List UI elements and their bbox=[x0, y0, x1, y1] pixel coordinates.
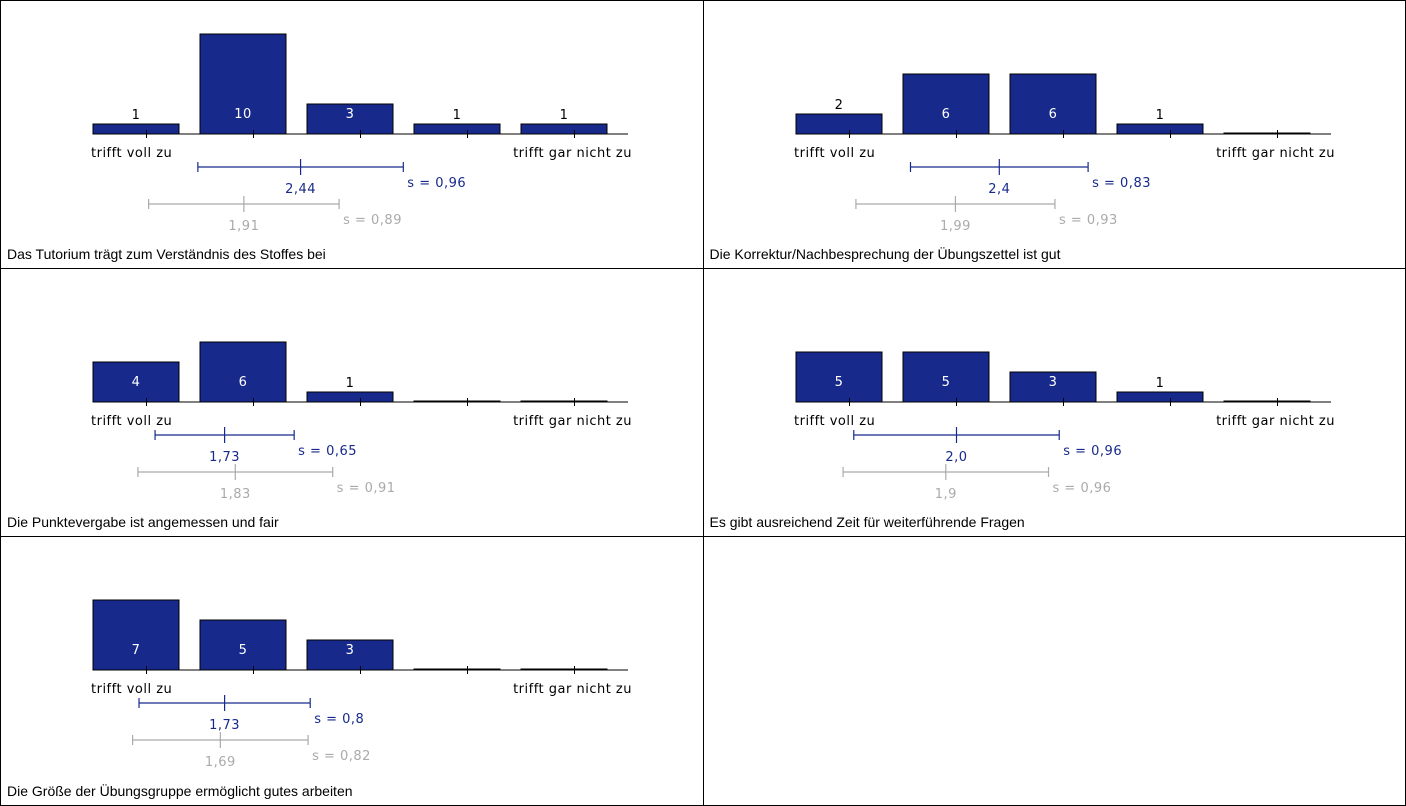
question-title: Die Größe der Übungsgruppe ermöglicht gu… bbox=[7, 783, 353, 799]
course-sd-label: s = 0,83 bbox=[1092, 176, 1151, 191]
bar bbox=[199, 619, 287, 671]
course-mean-label: 2,4 bbox=[988, 182, 1010, 197]
bar bbox=[92, 123, 180, 135]
chart-panel-body: 4 6 1 trifft voll zu trifft gar nicht zu 1,73… bbox=[1, 269, 703, 536]
chart-panel-body: 2 6 6 1 trifft voll zu trifft gar nicht zu 2,4… bbox=[704, 1, 1406, 268]
bar-value-label: 3 bbox=[346, 643, 355, 658]
bar-value-label: 3 bbox=[346, 107, 355, 122]
course-mean-label: 2,44 bbox=[285, 182, 316, 197]
empty-panel bbox=[702, 536, 1406, 806]
chart-panel-body: 7 5 3 trifft voll zu trifft gar nicht zu 1,73… bbox=[1, 537, 703, 805]
course-sd-label: s = 0,96 bbox=[1063, 444, 1122, 459]
bar-chart-2: 2 6 6 1 trifft voll zu trifft gar nicht zu 2,4… bbox=[794, 73, 1335, 234]
bar-value-label: 1 bbox=[1155, 376, 1164, 391]
bar-value-label: 4 bbox=[132, 375, 141, 390]
bar bbox=[306, 103, 394, 135]
scale-left-label: trifft voll zu bbox=[794, 414, 875, 429]
chart-panel-body: 5 5 3 1 trifft voll zu trifft gar nicht zu 2,0… bbox=[704, 269, 1406, 536]
course-sd-label: s = 0,8 bbox=[314, 712, 364, 727]
question-title: Das Tutorium trägt zum Verständnis des S… bbox=[7, 246, 326, 262]
question-title: Die Korrektur/Nachbesprechung der Übungs… bbox=[709, 246, 1061, 262]
bar bbox=[902, 351, 989, 403]
bar-value-label: 6 bbox=[239, 375, 248, 390]
bar-value-label: 1 bbox=[132, 108, 141, 123]
reference-mean-label: 1,69 bbox=[205, 755, 236, 770]
bar bbox=[92, 361, 180, 403]
reference-mean-label: 1,91 bbox=[228, 219, 259, 234]
course-mean-label: 2,0 bbox=[945, 450, 967, 465]
bar-chart-3: 4 6 1 trifft voll zu trifft gar nicht zu 1,73… bbox=[91, 341, 632, 502]
reference-sd-label: s = 0,89 bbox=[343, 213, 402, 228]
bar bbox=[306, 391, 394, 403]
bar-value-label: 6 bbox=[1048, 107, 1057, 122]
scale-right-label: trifft gar nicht zu bbox=[513, 146, 632, 161]
scale-right-label: trifft gar nicht zu bbox=[513, 682, 632, 697]
bar-value-label: 1 bbox=[1155, 108, 1164, 123]
scale-left-label: trifft voll zu bbox=[91, 146, 172, 161]
reference-sd-label: s = 0,93 bbox=[1058, 213, 1117, 228]
reference-mean-label: 1,83 bbox=[220, 487, 251, 502]
bar-value-label: 2 bbox=[834, 98, 843, 113]
bar bbox=[92, 599, 180, 671]
bar-value-label: 5 bbox=[941, 375, 950, 390]
reference-mean-label: 1,99 bbox=[939, 219, 970, 234]
question-title: Es gibt ausreichend Zeit für weiterführe… bbox=[709, 514, 1025, 530]
scale-right-label: trifft gar nicht zu bbox=[1216, 414, 1335, 429]
bar-chart-1: 1 10 3 1 1 trifft voll zu trifft gar nicht zu 2… bbox=[91, 33, 632, 234]
chart-panel-4: 5 5 3 1 trifft voll zu trifft gar nicht zu 2,0… bbox=[702, 268, 1406, 537]
scale-left-label: trifft voll zu bbox=[91, 682, 172, 697]
bar-value-label: 10 bbox=[234, 107, 252, 122]
bar-value-label: 1 bbox=[560, 108, 569, 123]
bar bbox=[902, 73, 989, 135]
bar-value-label: 5 bbox=[239, 643, 248, 658]
bar-value-label: 3 bbox=[1048, 375, 1057, 390]
course-sd-label: s = 0,96 bbox=[407, 176, 466, 191]
reference-sd-label: s = 0,82 bbox=[312, 749, 371, 764]
scale-left-label: trifft voll zu bbox=[794, 146, 875, 161]
bar-value-label: 1 bbox=[346, 376, 355, 391]
bar bbox=[1009, 73, 1096, 135]
bar-chart-4: 5 5 3 1 trifft voll zu trifft gar nicht zu 2,0… bbox=[794, 351, 1335, 502]
bar-value-label: 1 bbox=[453, 108, 462, 123]
course-sd-label: s = 0,65 bbox=[298, 444, 357, 459]
chart-panel-3: 4 6 1 trifft voll zu trifft gar nicht zu 1,73… bbox=[0, 268, 704, 537]
bar bbox=[199, 33, 287, 135]
bar bbox=[306, 639, 394, 671]
chart-panel-body: 1 10 3 1 1 trifft voll zu trifft gar nicht zu 2… bbox=[1, 1, 703, 268]
bar-chart-5: 7 5 3 trifft voll zu trifft gar nicht zu 1,73… bbox=[91, 599, 632, 770]
scale-right-label: trifft gar nicht zu bbox=[513, 414, 632, 429]
chart-panel-1: 1 10 3 1 1 trifft voll zu trifft gar nicht zu 2… bbox=[0, 0, 704, 269]
question-title: Die Punktevergabe ist angemessen und fai… bbox=[7, 514, 279, 530]
scale-right-label: trifft gar nicht zu bbox=[1216, 146, 1335, 161]
bar bbox=[413, 123, 501, 135]
bar-value-label: 7 bbox=[132, 643, 141, 658]
chart-panel-5: 7 5 3 trifft voll zu trifft gar nicht zu 1,73… bbox=[0, 536, 704, 806]
bar-value-label: 5 bbox=[834, 375, 843, 390]
bar bbox=[1009, 371, 1096, 403]
bar-value-label: 6 bbox=[941, 107, 950, 122]
bar bbox=[520, 123, 608, 135]
reference-mean-label: 1,9 bbox=[934, 487, 956, 502]
reference-sd-label: s = 0,96 bbox=[1052, 481, 1111, 496]
chart-panel-2: 2 6 6 1 trifft voll zu trifft gar nicht zu 2,4… bbox=[702, 0, 1406, 269]
course-mean-label: 1,73 bbox=[209, 718, 240, 733]
bar bbox=[795, 113, 882, 135]
course-mean-label: 1,73 bbox=[209, 450, 240, 465]
bar bbox=[1116, 391, 1203, 403]
scale-left-label: trifft voll zu bbox=[91, 414, 172, 429]
bar bbox=[199, 341, 287, 403]
reference-sd-label: s = 0,91 bbox=[337, 481, 396, 496]
bar bbox=[1116, 123, 1203, 135]
